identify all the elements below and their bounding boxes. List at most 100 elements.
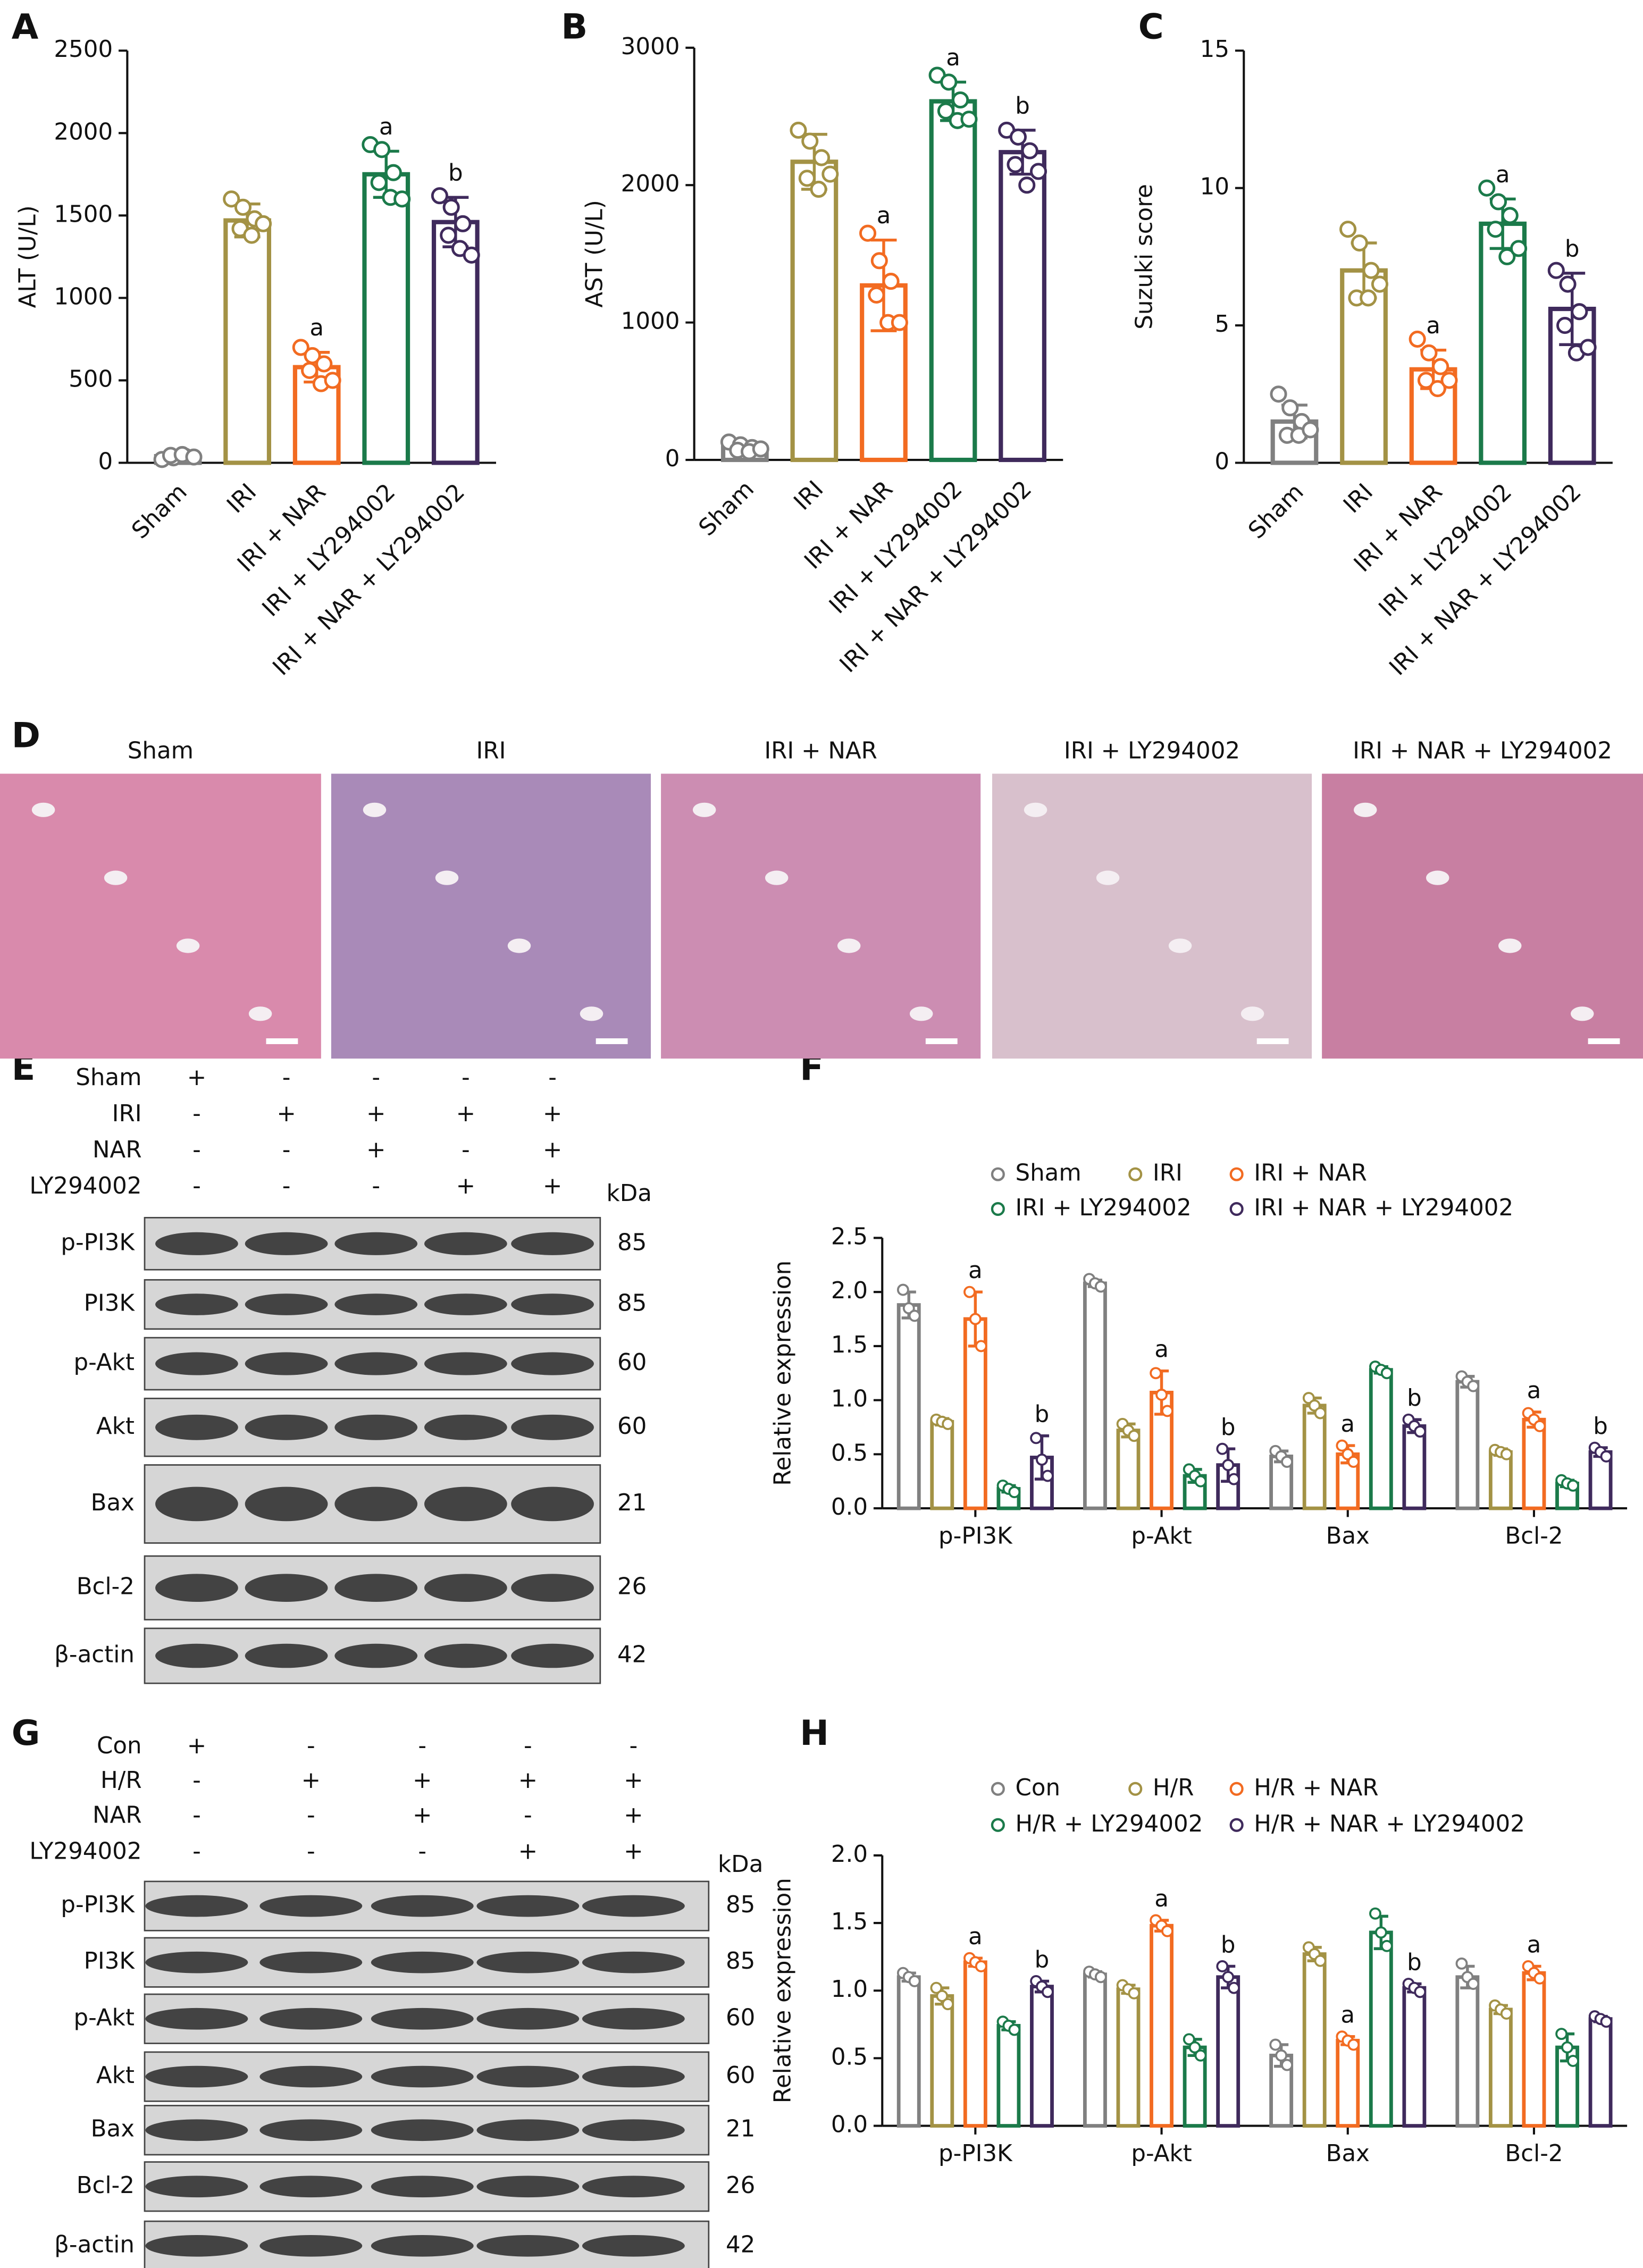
data-point [442,198,460,216]
bar [1522,1971,1546,2128]
legend-label: H/R + LY294002 [1015,1811,1203,1837]
data-point [1188,2041,1201,2054]
legend-label: IRI + NAR [1254,1160,1367,1187]
blot-band [582,2065,685,2088]
data-point [1380,1939,1393,1952]
data-point [812,149,831,166]
annotation: b [1221,1414,1236,1441]
condition-sign: + [366,1101,385,1127]
band-kda: 26 [726,2172,755,2199]
data-point [1487,221,1504,238]
data-point [801,132,819,150]
annotation: b [1015,93,1030,119]
blot-band [155,1643,238,1668]
data-point [301,362,318,379]
blot-band [476,2175,580,2198]
blot-band [145,1895,248,1917]
condition-sign: - [192,1767,201,1794]
bar [1488,1450,1513,1510]
data-point [1216,1442,1229,1455]
condition-sign: + [301,1767,321,1794]
x-tick-label: Bax [1326,2140,1370,2167]
condition-sign: + [413,1802,432,1828]
condition-sign: + [456,1173,475,1199]
y-tick-label: 2500 [54,36,113,63]
condition-sign: + [366,1137,385,1163]
blot-band [582,2235,685,2257]
data-point [1555,2028,1568,2040]
blot-band [424,1232,507,1255]
data-point [1041,1469,1054,1482]
condition-sign: + [518,1767,538,1794]
data-point [1008,1486,1021,1498]
data-point [870,252,888,270]
data-point [393,190,411,208]
band-label: Bax [91,1490,135,1516]
x-tick-label: p-PI3K [938,2140,1013,2167]
blot-band [424,1352,507,1375]
blot-band [245,1352,328,1375]
panel-label: A [12,7,39,47]
data-point [882,273,900,290]
blot-band [511,1574,594,1602]
bar [930,1994,954,2128]
bar [1402,1986,1427,2128]
y-tick-label: 1.5 [831,1909,868,1935]
bar [1369,1930,1393,2128]
blot-band [511,1486,594,1522]
scale-bar [1588,1038,1620,1044]
data-point [1498,248,1516,265]
x-tick-label: Sham [1243,478,1309,544]
legend-label: H/R + NAR [1254,1775,1378,1801]
data-point [1440,372,1458,389]
data-point [942,1417,954,1430]
vessel [837,938,861,953]
blot-band [371,1951,474,1973]
annotation: b [1035,1401,1050,1428]
blot-band [424,1414,507,1440]
blot-band [259,1895,363,1917]
condition-sign: - [307,1733,315,1759]
vessel [1498,938,1522,953]
blot-band [371,1895,474,1917]
data-point [1467,1380,1480,1392]
data-point [821,165,839,183]
vessel [1240,1006,1264,1021]
blot-band [245,1574,328,1602]
y-tick-label: 500 [69,366,113,392]
condition-sign: + [413,1767,432,1794]
blot-band [582,2175,685,2198]
scale-bar [925,1038,958,1044]
annotation: a [1154,1337,1169,1363]
image-label: IRI + NAR + LY294002 [1353,737,1612,764]
band-kda: 85 [617,1290,647,1317]
bar [223,218,272,465]
data-point [384,164,402,181]
condition-label: LY294002 [29,1838,141,1864]
blot-band [476,1895,580,1917]
panel-label: B [561,7,588,47]
blot-band [145,2007,248,2030]
annotation: a [1496,162,1510,188]
bar [999,150,1046,463]
legend-marker [1128,1167,1143,1181]
data-point [1183,2033,1195,2046]
condition-sign: - [630,1733,638,1759]
data-point [1500,2007,1513,2020]
data-point [1417,372,1435,389]
data-point [1194,1475,1207,1488]
annotation: a [877,203,891,229]
band-kda: 26 [617,1574,647,1600]
blot-band [334,1232,418,1255]
legend-label: IRI [1153,1160,1183,1187]
blot-band [476,2007,580,2030]
y-tick-label: 10 [1200,174,1229,200]
vessel [765,870,789,885]
y-tick-label: 1500 [54,201,113,228]
blot-band [334,1293,418,1315]
blot-band [511,1293,594,1315]
data-point [1161,1405,1173,1417]
annotation: a [1527,1377,1541,1404]
blot-band [334,1574,418,1602]
blot-band [259,1951,363,1973]
